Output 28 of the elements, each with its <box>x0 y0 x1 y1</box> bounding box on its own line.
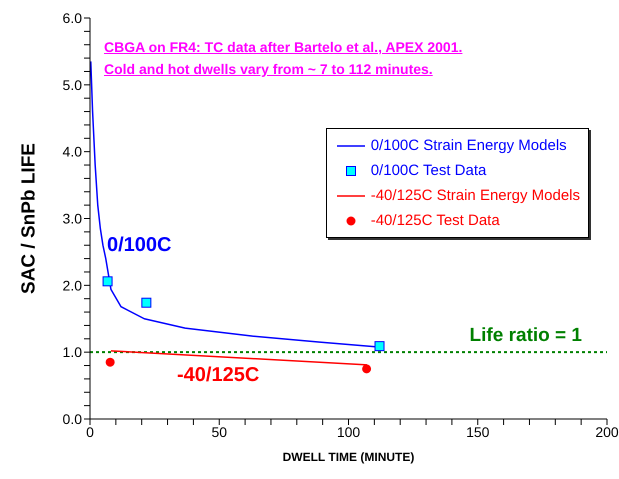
y-tick-label: 1.0 <box>62 344 82 360</box>
point <box>102 276 113 286</box>
x-tick-label: 200 <box>595 424 619 440</box>
annotation: 0/100C <box>106 234 172 256</box>
x-axis-title: DWELL TIME (MINUTE) <box>282 450 414 464</box>
y-tick-label: 4.0 <box>62 144 82 160</box>
x-tick-label: 0 <box>86 424 94 440</box>
y-tick-label: 3.0 <box>62 210 82 226</box>
x-tick-label: 100 <box>336 424 360 440</box>
ref-line-label: Life ratio = 1 <box>470 325 582 346</box>
point <box>106 358 115 367</box>
x-tick-label: 50 <box>211 424 228 440</box>
annotation: Cold and hot dwells vary from ~ 7 to 112 minutes. <box>104 60 434 79</box>
legend-label: -40/125C Strain Energy Models <box>370 187 580 204</box>
y-axis-title: SAC / SnPb LIFE <box>18 143 40 294</box>
legend-label: 0/100C Strain Energy Models <box>370 137 567 154</box>
point <box>374 341 385 352</box>
y-tick-label: 5.0 <box>62 76 82 93</box>
y-tick-label: 6.0 <box>62 10 82 26</box>
legend-label: -40/125C Test Data <box>370 212 500 229</box>
point <box>141 298 152 308</box>
annotation: CBGA on FR4: TC data after Bartelo et al., APEX 2001. <box>104 38 462 57</box>
point <box>362 364 372 374</box>
y-tick-label: 2.0 <box>62 277 82 294</box>
annotation: -40/125C <box>176 364 260 386</box>
y-tick-label: 0.0 <box>62 410 82 427</box>
legend-label: 0/100C Test Data <box>370 162 486 179</box>
x-tick-label: 150 <box>466 424 490 440</box>
